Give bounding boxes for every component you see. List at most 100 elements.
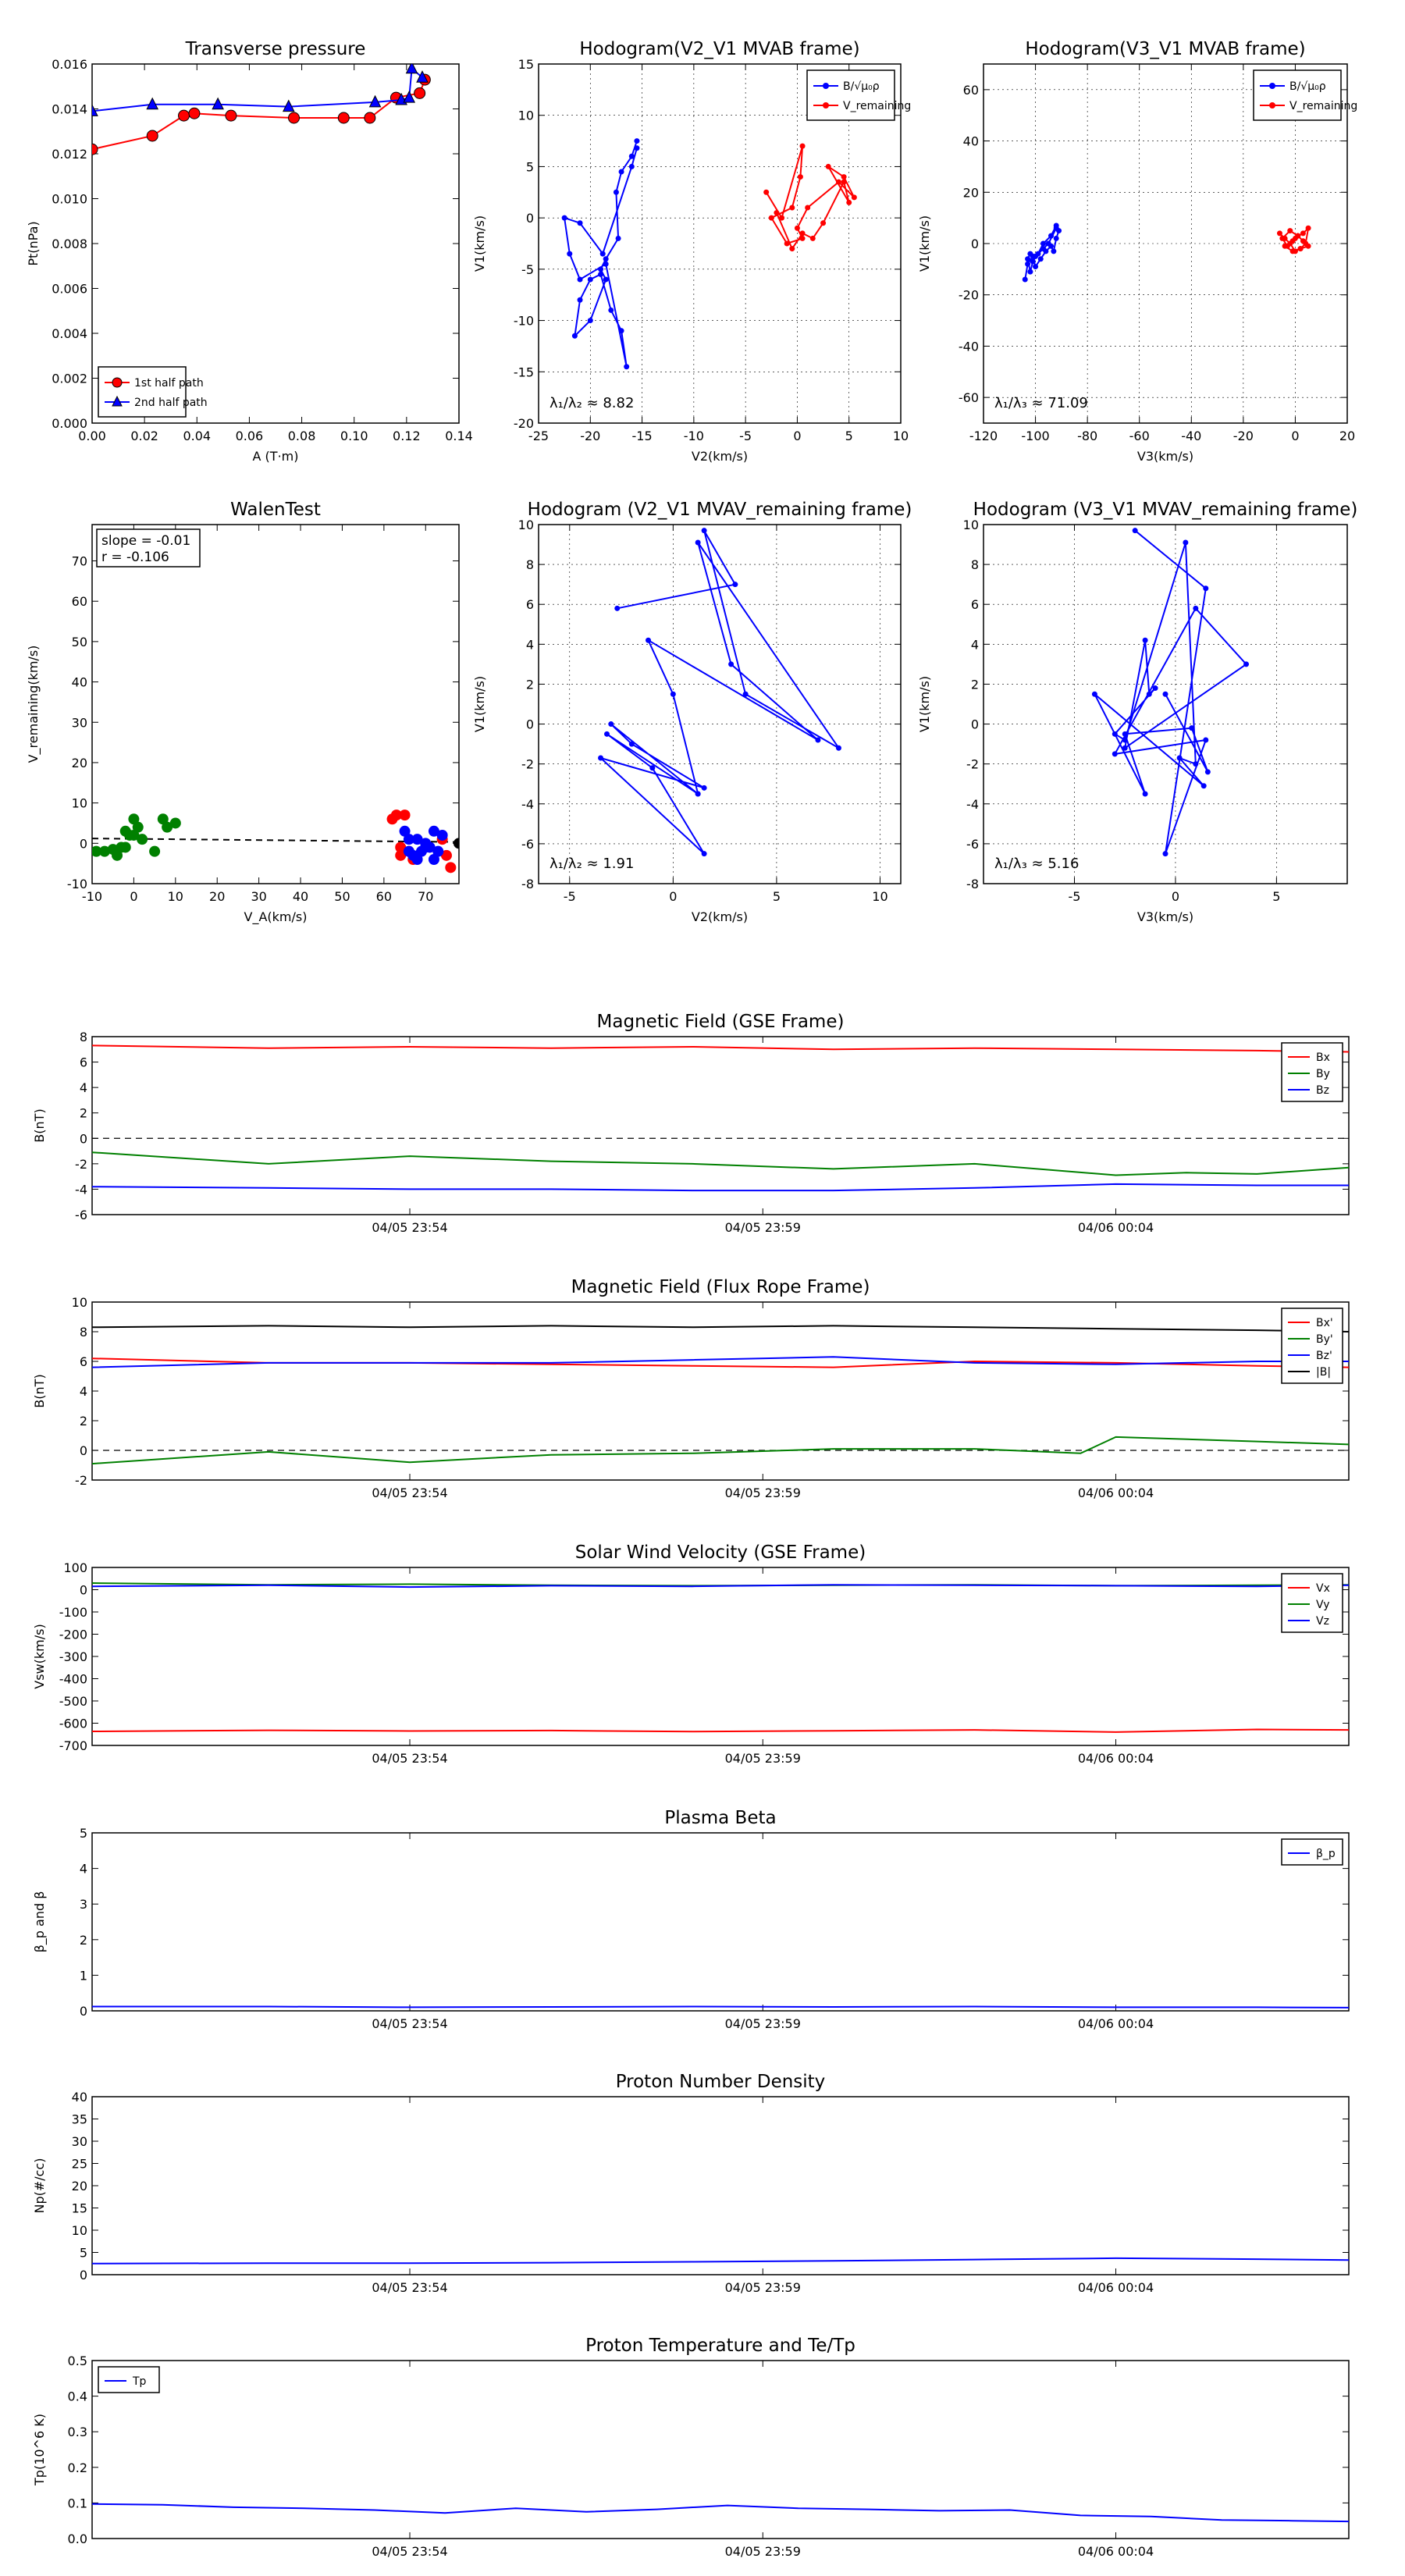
eigenvalue-ratio-annotation: λ₁/λ₃ ≈ 5.16 (994, 856, 1079, 872)
data-point (149, 845, 161, 857)
y-tick-label: -4 (75, 1182, 87, 1197)
data-point (428, 825, 439, 837)
x-tick-label: 0 (669, 889, 677, 904)
data-point (188, 107, 201, 119)
hodo3-plot-area (598, 528, 841, 857)
y-tick-label: 2 (80, 1414, 87, 1429)
x-tick-label: 0 (1172, 889, 1179, 904)
series-line-2 (92, 1356, 1349, 1368)
data-point (1203, 585, 1209, 592)
x-tick-label: 10 (893, 429, 909, 443)
y-tick-label: -10 (514, 314, 534, 329)
y-axis-label: Vsw(km/s) (32, 1624, 47, 1688)
y-tick-label: 2 (80, 1106, 87, 1121)
data-point (561, 215, 567, 221)
legend: 1st half path 2nd half path (98, 366, 208, 418)
series-line-0 (92, 1044, 1349, 1053)
x-tick-label: 0 (793, 429, 801, 443)
data-point (364, 112, 376, 124)
y-tick-label: -700 (59, 1738, 87, 1753)
time-tick-label: 04/05 23:54 (372, 2016, 447, 2031)
stats-box (96, 528, 201, 568)
hodo1-chart: -25 -20 -15 -10 -5 0 5 10-20-15-10-5051015Hodog… (472, 39, 911, 464)
x-tick-label: 5 (773, 889, 781, 904)
data-point (1142, 637, 1148, 643)
data-point (587, 318, 593, 324)
legend-box (98, 366, 187, 418)
data-point (428, 853, 439, 865)
x-tick-label: 0.00 (78, 429, 106, 443)
data-point (1162, 851, 1168, 857)
y-tick-label: -20 (514, 416, 534, 431)
y-tick-label: 10 (72, 2223, 87, 2238)
legend-label: Bz (1316, 1084, 1329, 1097)
x-tick-label: -25 (528, 429, 549, 443)
series-line-0 (92, 2257, 1349, 2265)
data-point (390, 809, 402, 821)
vel-frame (91, 1567, 1350, 1746)
data-point (809, 235, 816, 241)
data-point (567, 251, 573, 257)
y-tick-label: 0.004 (52, 326, 87, 341)
walen-frame (91, 524, 460, 884)
data-point (146, 130, 158, 142)
time-tick-label: 04/05 23:59 (725, 1220, 801, 1235)
y-tick-label: -300 (59, 1649, 87, 1664)
density-frame (91, 2096, 1350, 2275)
legend-label: Vx (1316, 1582, 1330, 1595)
legend-box (806, 69, 895, 121)
y-tick-label: -40 (959, 339, 979, 354)
y-tick-label: -6 (75, 1208, 87, 1222)
x-tick-label: -5 (564, 889, 576, 904)
x-tick-label: 0.14 (445, 429, 473, 443)
time-tick-label: 04/06 00:04 (1078, 2016, 1154, 2031)
data-point (92, 104, 98, 116)
time-tick-label: 04/05 23:54 (372, 2544, 447, 2559)
y-tick-label: 5 (80, 2246, 87, 2261)
data-point (608, 721, 614, 728)
x-tick-label: 70 (418, 889, 433, 904)
data-point (774, 210, 780, 216)
legend: β_p (1281, 1838, 1343, 1866)
legend-label: Tp (132, 2375, 147, 2388)
time-tick-label: 04/06 00:04 (1078, 2280, 1154, 2295)
data-point (794, 225, 800, 231)
data-point (1048, 233, 1055, 239)
y-tick-label: 20 (72, 756, 87, 770)
y-axis-label: Tp(10^6 K) (32, 2414, 47, 2486)
data-point (851, 194, 857, 201)
data-point (1051, 248, 1057, 254)
data-point (763, 189, 770, 195)
chart-title: Proton Number Density (616, 2072, 826, 2092)
x-tick-label: 50 (334, 889, 350, 904)
y-tick-label: 40 (72, 675, 87, 690)
data-point (1300, 238, 1306, 244)
y-axis-label: V_remaining(km/s) (26, 646, 41, 763)
data-point (454, 838, 459, 849)
series-line-1 (92, 1436, 1349, 1465)
series-line-1 (765, 145, 855, 251)
y-tick-label: 30 (72, 2134, 87, 2149)
data-point (1040, 246, 1047, 252)
series-line-0 (92, 1728, 1349, 1733)
data-point (1204, 769, 1211, 775)
y-tick-label: 20 (72, 2179, 87, 2194)
y-tick-label: 70 (72, 554, 87, 569)
data-point (1146, 691, 1152, 697)
x-tick-label: -60 (1129, 429, 1150, 443)
beta-plot-area (92, 2005, 1349, 2008)
y-axis-label: V1(km/s) (472, 676, 487, 732)
y-tick-label: 40 (963, 134, 979, 149)
data-point (128, 813, 140, 825)
y-tick-label: -5 (521, 262, 534, 277)
data-point (178, 109, 190, 122)
y-tick-label: -2 (75, 1473, 87, 1488)
y-tick-label: 0.014 (52, 102, 87, 117)
data-point (603, 256, 609, 262)
x-tick-label: 0.10 (340, 429, 368, 443)
data-point (445, 862, 457, 873)
y-tick-label: 0 (80, 836, 87, 851)
data-point (825, 163, 831, 169)
